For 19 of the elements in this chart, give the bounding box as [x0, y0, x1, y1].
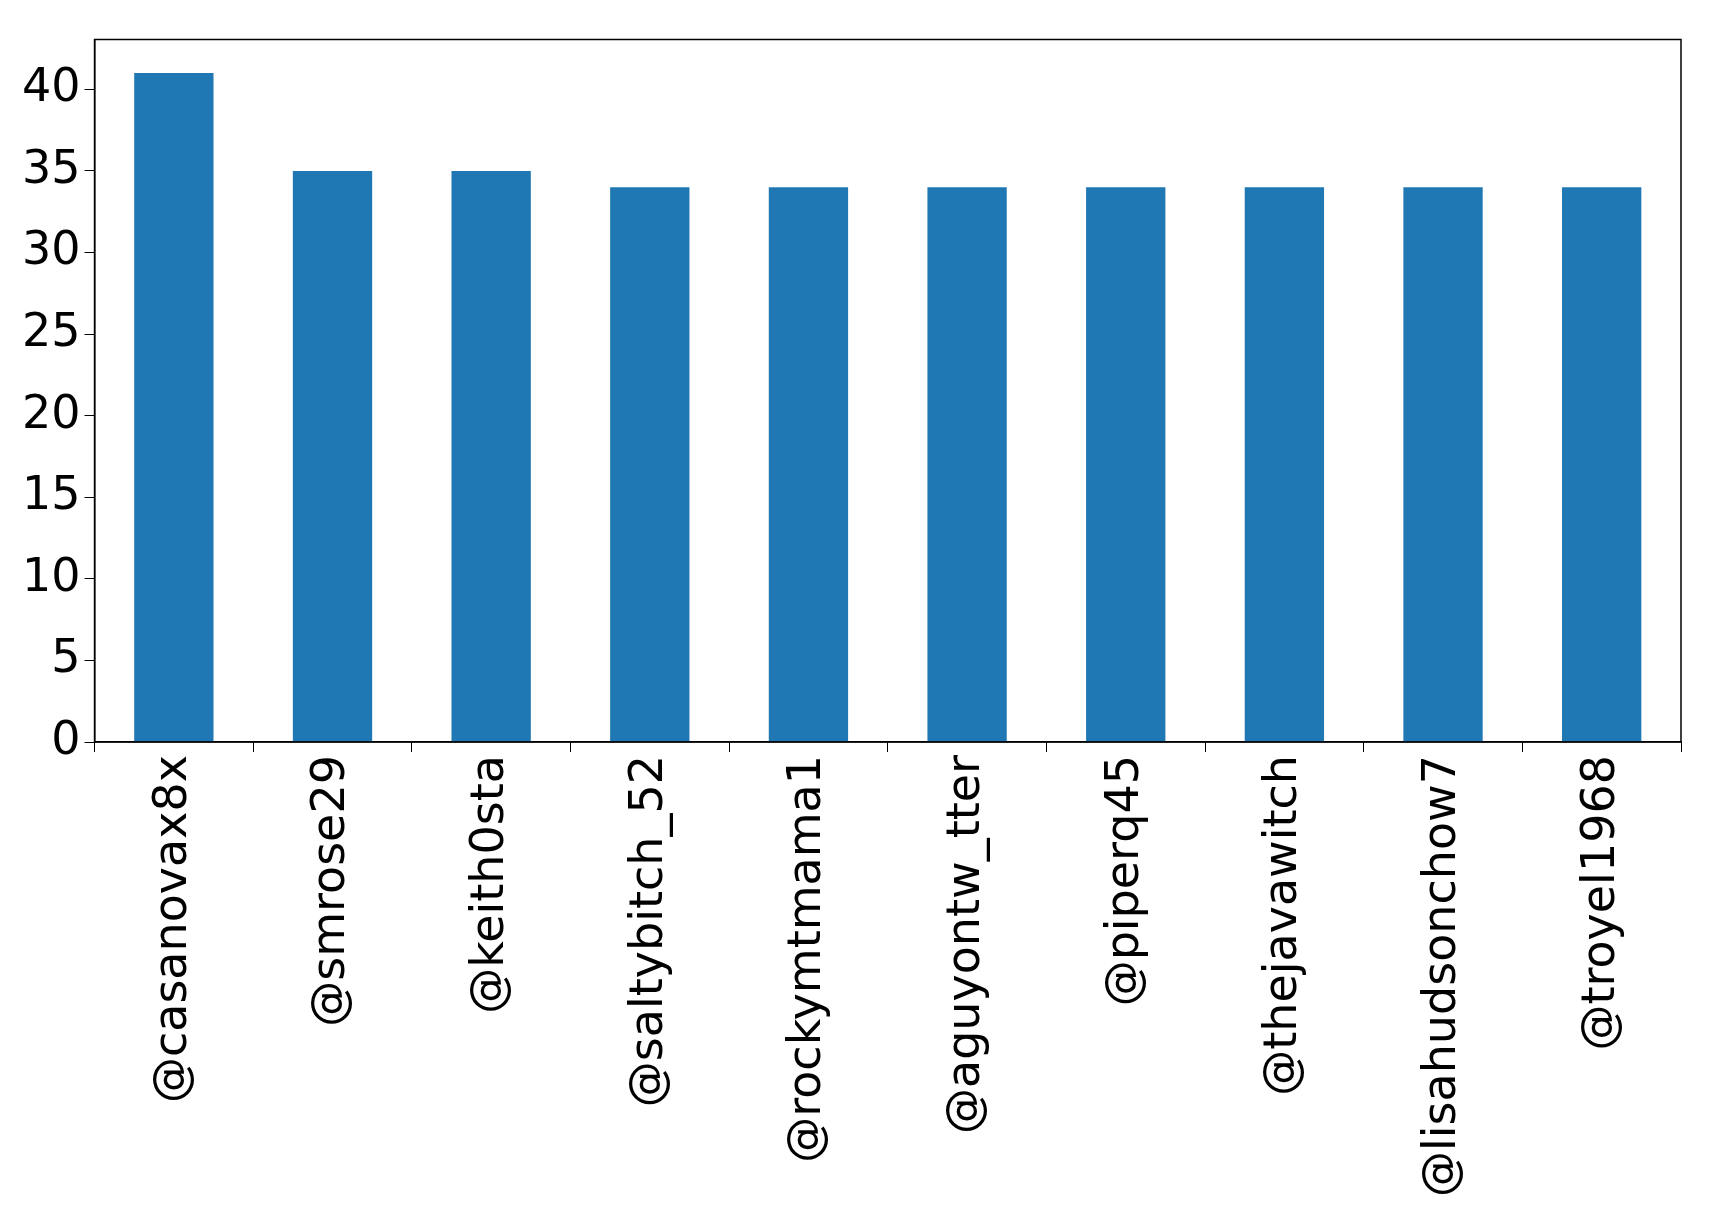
x-tick-label: @rockymtmama1: [777, 755, 832, 1163]
x-tick-label: @aguyontw_tter: [936, 754, 991, 1135]
y-tick-label: 10: [21, 547, 81, 602]
x-tick-label: @casanovax8x: [142, 755, 197, 1104]
x-tick-label: @piperq45: [1094, 755, 1149, 1007]
x-tick-label: @troyel1968: [1570, 755, 1625, 1051]
y-tick-label: 30: [21, 221, 81, 276]
x-tick-label: @keith0sta: [460, 755, 515, 1014]
y-tick-label: 15: [21, 466, 81, 521]
y-tick-label: 5: [51, 629, 81, 684]
x-tick-label: @thejavawitch: [1253, 755, 1308, 1096]
y-tick-label: 20: [21, 384, 81, 439]
y-tick-label: 40: [21, 58, 81, 113]
y-tick-label: 25: [21, 303, 81, 358]
x-tick-label: @smrose29: [301, 755, 356, 1027]
y-tick-label: 35: [21, 139, 81, 194]
x-tick-label: @lisahudsonchow7: [1411, 755, 1466, 1197]
x-tick-label: @saltybitch_52: [618, 755, 673, 1108]
y-tick-label: 0: [51, 710, 81, 765]
